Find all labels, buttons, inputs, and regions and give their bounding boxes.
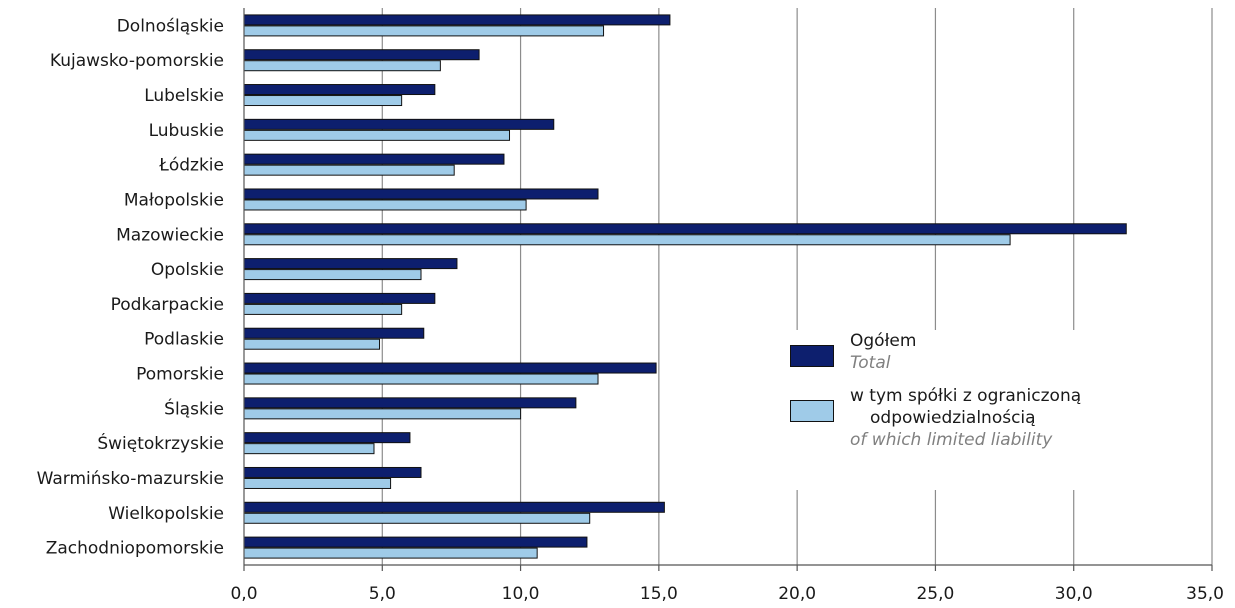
category-label-10: Pomorskie: [136, 365, 224, 385]
legend-llc-pl-line1: w tym spółki z ograniczoną: [850, 386, 1082, 406]
legend-llc-pl-line2: odpowiedzialnością: [870, 408, 1036, 428]
category-label-7: Opolskie: [151, 260, 224, 280]
legend-swatch-total: [790, 345, 834, 367]
category-label-0: Dolnośląskie: [117, 16, 224, 36]
legend-total-pl: Ogółem: [850, 331, 917, 351]
legend-swatch-llc: [790, 400, 834, 422]
bar-total-1: [243, 49, 480, 61]
category-label-9: Podlaskie: [144, 330, 224, 350]
bar-total-7: [243, 258, 458, 270]
legend-total-en: Total: [850, 353, 891, 373]
x-tick-label-5: 25,0: [916, 584, 954, 604]
x-tick-label-1: 5,0: [369, 584, 396, 604]
bar-total-5: [243, 188, 599, 200]
bar-llc-12: [243, 443, 375, 455]
x-tick-label-7: 35,0: [1186, 584, 1224, 604]
category-label-15: Zachodniopomorskie: [46, 539, 224, 559]
category-label-6: Mazowieckie: [116, 225, 224, 245]
legend-label-total: Ogółem Total: [850, 330, 916, 374]
bar-llc-10: [243, 373, 599, 385]
bar-llc-1: [243, 60, 441, 72]
category-label-2: Lubelskie: [144, 86, 224, 106]
x-tick-label-3: 15,0: [640, 584, 678, 604]
bar-llc-11: [243, 408, 522, 420]
category-label-3: Lubuskie: [149, 121, 224, 141]
bar-llc-14: [243, 512, 591, 524]
legend-label-llc: w tym spółki z ograniczoną odpowiedzialn…: [850, 385, 1081, 451]
legend-llc-en: of which limited liability: [850, 430, 1053, 450]
x-tick-label-0: 0,0: [230, 584, 257, 604]
bar-total-3: [243, 118, 555, 130]
bar-total-2: [243, 84, 436, 96]
bar-total-13: [243, 466, 422, 478]
bar-llc-2: [243, 95, 403, 107]
bar-total-14: [243, 501, 665, 513]
bar-llc-9: [243, 338, 381, 350]
bar-total-15: [243, 536, 588, 548]
x-tick-label-2: 10,0: [502, 584, 540, 604]
bar-total-8: [243, 292, 436, 304]
category-label-14: Wielkopolskie: [108, 504, 224, 524]
bar-llc-3: [243, 129, 511, 141]
legend-item-total: Ogółem Total: [790, 330, 916, 374]
category-label-11: Śląskie: [164, 397, 224, 419]
category-label-8: Podkarpackie: [111, 295, 224, 315]
x-tick-label-6: 30,0: [1055, 584, 1093, 604]
bar-total-9: [243, 327, 425, 339]
x-tick-label-4: 20,0: [778, 584, 816, 604]
bar-total-10: [243, 362, 657, 374]
category-label-4: Łódzkie: [158, 156, 224, 176]
category-label-1: Kujawsko-pomorskie: [50, 51, 224, 71]
bar-llc-6: [243, 234, 1011, 246]
bar-llc-8: [243, 303, 403, 315]
bar-llc-15: [243, 547, 538, 559]
bar-total-11: [243, 397, 577, 409]
category-label-12: Świętokrzyskie: [97, 432, 224, 454]
bar-llc-5: [243, 199, 527, 211]
bar-llc-13: [243, 477, 392, 489]
bar-llc-7: [243, 269, 422, 281]
bar-total-4: [243, 153, 505, 165]
bar-total-0: [243, 14, 671, 26]
bar-total-6: [243, 223, 1127, 235]
category-label-13: Warmińsko-mazurskie: [37, 469, 224, 489]
bar-total-12: [243, 432, 411, 444]
legend-item-llc: w tym spółki z ograniczoną odpowiedzialn…: [790, 385, 1081, 451]
category-label-5: Małopolskie: [124, 190, 224, 210]
legend: Ogółem Total w tym spółki z ograniczoną …: [790, 330, 1210, 490]
bar-llc-0: [243, 25, 605, 37]
bar-llc-4: [243, 164, 455, 176]
